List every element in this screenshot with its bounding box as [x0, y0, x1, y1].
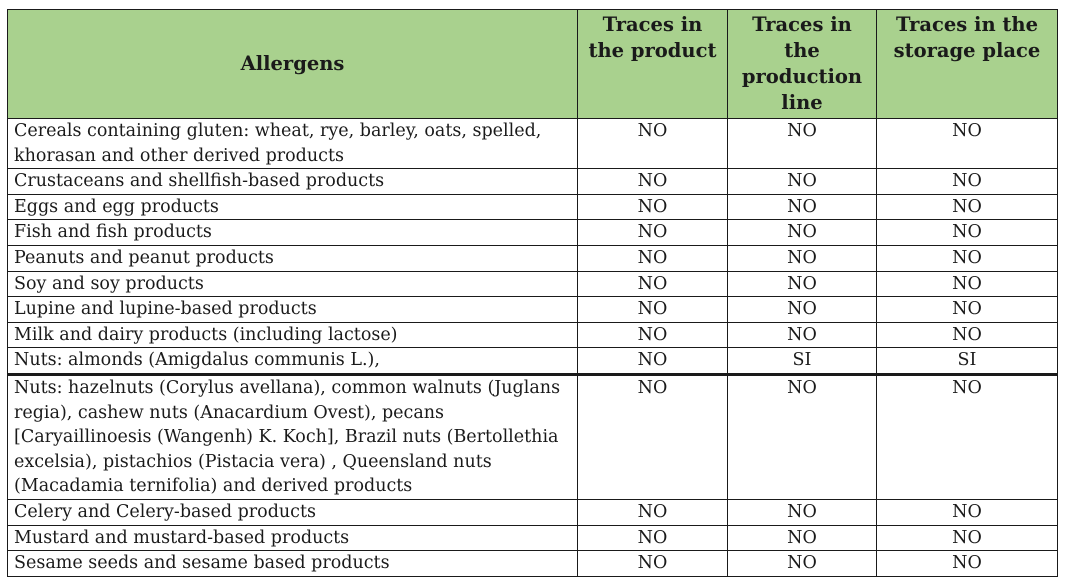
allergen-cell: Eggs and egg products: [7, 193, 578, 221]
line-trace-cell: NO: [727, 117, 877, 170]
table-row: Milk and dairy products (including lacto…: [7, 321, 1058, 349]
line-trace-cell: NO: [727, 244, 877, 272]
product-trace-cell: NO: [577, 168, 728, 195]
allergen-cell: Celery and Celery-based products: [7, 498, 578, 526]
storage-trace-cell: NO: [876, 524, 1058, 552]
product-trace-cell: NO: [577, 498, 728, 526]
line-trace-cell: NO: [727, 193, 877, 221]
product-trace-cell: NO: [577, 219, 728, 246]
storage-trace-cell: NO: [876, 321, 1058, 349]
line-trace-cell: NO: [727, 219, 877, 246]
line-trace-cell: NO: [727, 372, 877, 500]
line-trace-cell: NO: [727, 168, 877, 195]
storage-trace-cell: NO: [876, 296, 1058, 323]
table-header: Allergens Traces in the product Traces i…: [7, 9, 1058, 119]
product-trace-cell: NO: [577, 321, 728, 349]
line-trace-cell: SI: [727, 347, 877, 375]
storage-trace-cell: NO: [876, 117, 1058, 170]
allergen-cell: Nuts: almonds (Amigdalus communis L.),: [7, 347, 578, 375]
storage-trace-cell: NO: [876, 372, 1058, 500]
header-traces-product: Traces in the product: [577, 9, 728, 119]
table-row: Crustaceans and shellfish-based products…: [7, 168, 1058, 195]
table-row: Cereals containing gluten: wheat, rye, b…: [7, 117, 1058, 170]
storage-trace-cell: SI: [876, 347, 1058, 375]
line-trace-cell: NO: [727, 321, 877, 349]
table-row: Sesame seeds and sesame based products N…: [7, 550, 1058, 577]
line-trace-cell: NO: [727, 550, 877, 577]
line-trace-cell: NO: [727, 296, 877, 323]
storage-trace-cell: NO: [876, 168, 1058, 195]
line-trace-cell: NO: [727, 498, 877, 526]
allergen-cell: Milk and dairy products (including lacto…: [7, 321, 578, 349]
allergen-cell: Crustaceans and shellfish-based products: [7, 168, 578, 195]
product-trace-cell: NO: [577, 372, 728, 500]
storage-trace-cell: NO: [876, 193, 1058, 221]
allergen-cell: Cereals containing gluten: wheat, rye, b…: [7, 117, 578, 170]
allergen-table: Allergens Traces in the product Traces i…: [7, 9, 1058, 577]
storage-trace-cell: NO: [876, 498, 1058, 526]
line-trace-cell: NO: [727, 270, 877, 298]
product-trace-cell: NO: [577, 270, 728, 298]
storage-trace-cell: NO: [876, 550, 1058, 577]
table-row: Fish and fish products NO NO NO: [7, 219, 1058, 246]
table-body: Cereals containing gluten: wheat, rye, b…: [7, 117, 1058, 577]
product-trace-cell: NO: [577, 550, 728, 577]
table-row: Peanuts and peanut products NO NO NO: [7, 244, 1058, 272]
table-row: Mustard and mustard-based products NO NO…: [7, 524, 1058, 552]
table-row: Soy and soy products NO NO NO: [7, 270, 1058, 298]
storage-trace-cell: NO: [876, 219, 1058, 246]
allergen-cell: Nuts: hazelnuts (Corylus avellana), comm…: [7, 372, 578, 500]
allergen-cell: Mustard and mustard-based products: [7, 524, 578, 552]
product-trace-cell: NO: [577, 524, 728, 552]
allergen-cell: Peanuts and peanut products: [7, 244, 578, 272]
header-traces-storage: Traces in the storage place: [876, 9, 1058, 119]
allergen-cell: Fish and fish products: [7, 219, 578, 246]
product-trace-cell: NO: [577, 296, 728, 323]
storage-trace-cell: NO: [876, 270, 1058, 298]
header-allergens: Allergens: [7, 9, 578, 119]
header-row: Allergens Traces in the product Traces i…: [7, 9, 1058, 119]
header-traces-production-line: Traces in the production line: [727, 9, 877, 119]
product-trace-cell: NO: [577, 347, 728, 375]
allergen-cell: Sesame seeds and sesame based products: [7, 550, 578, 577]
table-row: Nuts: almonds (Amigdalus communis L.), N…: [7, 347, 1058, 375]
table-row: Celery and Celery-based products NO NO N…: [7, 498, 1058, 526]
table-row: Nuts: hazelnuts (Corylus avellana), comm…: [7, 372, 1058, 500]
table-row: Lupine and lupine-based products NO NO N…: [7, 296, 1058, 323]
allergen-cell: Lupine and lupine-based products: [7, 296, 578, 323]
line-trace-cell: NO: [727, 524, 877, 552]
product-trace-cell: NO: [577, 244, 728, 272]
allergen-cell: Soy and soy products: [7, 270, 578, 298]
table-row: Eggs and egg products NO NO NO: [7, 193, 1058, 221]
product-trace-cell: NO: [577, 193, 728, 221]
storage-trace-cell: NO: [876, 244, 1058, 272]
product-trace-cell: NO: [577, 117, 728, 170]
